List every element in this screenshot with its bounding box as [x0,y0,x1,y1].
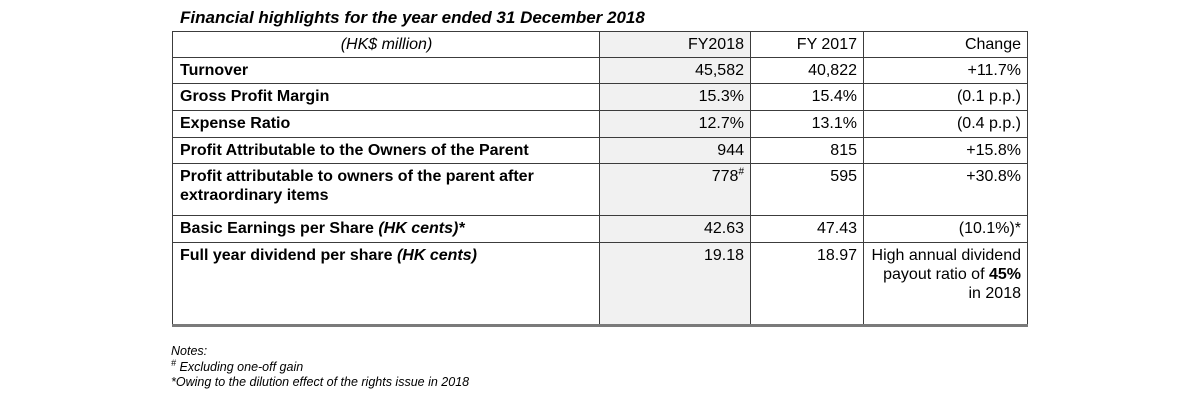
table-header-row: (HK$ million) FY2018 FY 2017 Change [172,31,1028,58]
fy2017-cell: 815 [750,137,864,164]
row-turnover: Turnover 45,582 40,822 +11.7% [172,57,1028,84]
fy2018-value: 778 [711,168,739,185]
change-cell: (10.1%)* [863,215,1028,243]
change-cell: +30.8% [863,163,1028,216]
fy2018-cell: 15.3% [599,83,751,111]
document-title: Financial highlights for the year ended … [180,8,645,27]
note-excluding-one-off-gain: # Excluding one-off gain [171,357,1028,376]
change-cell: (0.1 p.p.) [863,83,1028,111]
financial-highlights-section: Financial highlights for the year ended … [171,8,1028,391]
row-label: Basic Earnings per Share [180,220,379,237]
note-hash-marker: # [171,357,177,368]
fy2017-cell: 595 [750,163,864,216]
change-cell: High annual dividend payout ratio of 45%… [863,242,1028,326]
change-cell: +15.8% [863,137,1028,164]
fy2018-cell: 42.63 [599,215,751,243]
financial-highlights-table: (HK$ million) FY2018 FY 2017 Change Turn… [172,31,1028,327]
label-cell: Profit Attributable to the Owners of the… [172,137,600,164]
column-header-fy2018: FY2018 [599,31,751,58]
row-label-unit: (HK cents)* [378,220,465,237]
fy2018-cell: 19.18 [599,242,751,326]
fy2017-cell: 40,822 [750,57,864,84]
change-cell: +11.7% [863,57,1028,84]
change-cell: (0.4 p.p.) [863,110,1028,138]
label-cell: Gross Profit Margin [172,83,600,111]
column-header-change: Change [863,31,1028,58]
fy2017-cell: 18.97 [750,242,864,326]
row-label: Gross Profit Margin [180,88,330,105]
change-text: High annual dividend payout ratio of [871,247,1021,283]
fy2018-cell: 778# [599,163,751,216]
change-text: in 2018 [968,285,1022,302]
note-text: *Owing to the dilution effect of the rig… [171,375,470,389]
fy2018-cell: 944 [599,137,751,164]
label-cell: Full year dividend per share (HK cents) [172,242,600,326]
change-highlight: 45% [988,266,1021,283]
note-text: Excluding one-off gain [176,359,304,374]
row-expense-ratio: Expense Ratio 12.7% 13.1% (0.4 p.p.) [172,110,1028,138]
notes-heading: Notes: [171,344,208,358]
label-cell: Expense Ratio [172,110,600,138]
fy2017-cell: 47.43 [750,215,864,243]
one-off-note-marker: # [738,166,744,178]
row-gross-profit-margin: Gross Profit Margin 15.3% 15.4% (0.1 p.p… [172,83,1028,111]
note-rights-issue-dilution: *Owing to the dilution effect of the rig… [171,375,1028,391]
fy2018-cell: 12.7% [599,110,751,138]
fy2017-cell: 15.4% [750,83,864,111]
row-basic-eps: Basic Earnings per Share (HK cents)* 42.… [172,215,1028,243]
row-label: Expense Ratio [180,115,291,132]
row-profit-attributable-owners: Profit Attributable to the Owners of the… [172,137,1028,164]
label-cell: Turnover [172,57,600,84]
row-label: Profit attributable to owners of the par… [180,168,534,204]
column-header-unit: (HK$ million) [172,31,600,58]
fy2018-cell: 45,582 [599,57,751,84]
column-header-fy2017: FY 2017 [750,31,864,58]
row-label: Full year dividend per share [180,247,397,264]
notes-block: Notes: # Excluding one-off gain *Owing t… [171,344,1028,391]
fy2017-cell: 13.1% [750,110,864,138]
row-profit-after-extraordinary-items: Profit attributable to owners of the par… [172,163,1028,216]
row-full-year-dividend: Full year dividend per share (HK cents) … [172,242,1028,326]
row-label-unit: (HK cents) [396,247,477,264]
label-cell: Basic Earnings per Share (HK cents)* [172,215,600,243]
row-label: Profit Attributable to the Owners of the… [180,142,529,159]
row-label: Turnover [180,62,249,79]
label-cell: Profit attributable to owners of the par… [172,163,600,216]
